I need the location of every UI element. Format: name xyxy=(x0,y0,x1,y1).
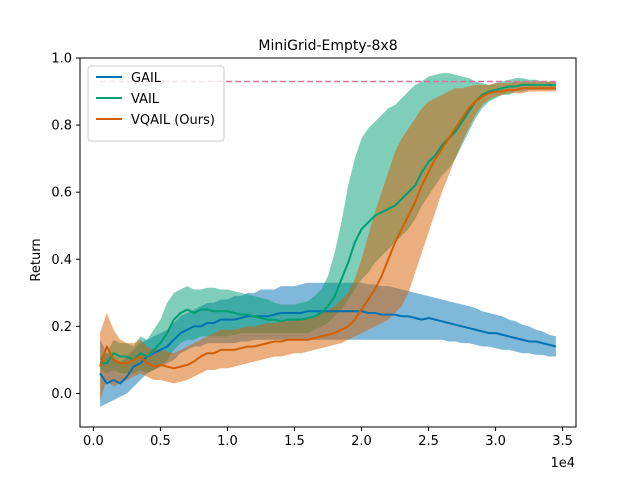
x-axis-ticks: 0.0 0.5 1.0 1.5 2.0 2.5 3.0 3.5 xyxy=(83,427,573,449)
y-tick-label: 0.2 xyxy=(51,320,72,335)
series-line-0 xyxy=(99,310,557,385)
y-axis-ticks: 0.0 0.2 0.4 0.6 0.8 1.0 xyxy=(51,52,80,402)
y-tick-label: 1.0 xyxy=(51,52,72,67)
band-2 xyxy=(100,81,556,401)
legend-label: VAIL xyxy=(131,92,160,107)
y-tick-label: 0.8 xyxy=(51,119,72,134)
x-tick-label: 2.0 xyxy=(351,434,372,449)
legend-label: VQAIL (Ours) xyxy=(131,113,215,128)
x-axis-multiplier: 1e4 xyxy=(550,456,575,471)
series-lines xyxy=(99,83,557,385)
x-tick-label: 0.0 xyxy=(83,434,104,449)
x-tick-label: 3.5 xyxy=(552,434,573,449)
legend-label: GAIL xyxy=(131,71,162,86)
x-tick-label: 1.0 xyxy=(217,434,238,449)
x-tick-label: 3.0 xyxy=(485,434,506,449)
y-axis-label: Return xyxy=(29,238,44,281)
x-tick-label: 2.5 xyxy=(418,434,439,449)
x-tick-label: 1.5 xyxy=(284,434,305,449)
plot-frame xyxy=(79,57,577,428)
chart-title: MiniGrid-Empty-8x8 xyxy=(258,38,397,54)
legend-box xyxy=(87,65,225,142)
series-line-2 xyxy=(99,87,556,370)
y-tick-label: 0.0 xyxy=(51,387,72,402)
y-tick-label: 0.6 xyxy=(51,186,72,201)
x-tick-label: 0.5 xyxy=(150,434,171,449)
y-tick-label: 0.4 xyxy=(51,253,72,268)
legend: GAIL VAIL VQAIL (Ours) xyxy=(87,65,225,142)
